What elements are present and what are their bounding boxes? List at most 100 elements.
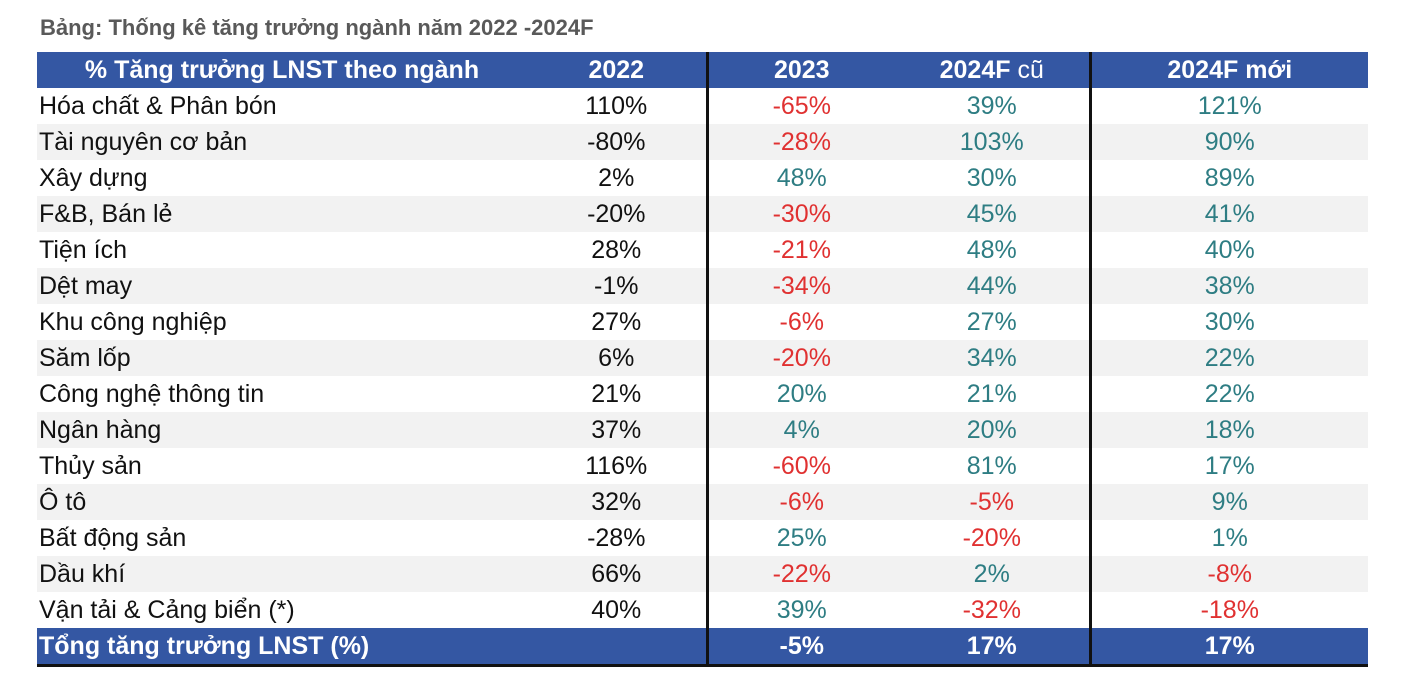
cell-2022: 32% <box>527 484 709 520</box>
cell-sector: Tài nguyên cơ bản <box>37 124 527 160</box>
total-row: Tổng tăng trưởng LNST (%) -5% 17% 17% <box>37 628 1368 667</box>
table-body: Hóa chất & Phân bón 110% -65% 39% 121% Tài ng… <box>37 88 1368 628</box>
total-2022 <box>527 628 709 667</box>
cell-2022: 27% <box>527 304 709 340</box>
cell-2024f-old: 39% <box>895 88 1092 124</box>
cell-2023: 39% <box>776 596 827 624</box>
cell-2024f-old: 48% <box>895 232 1092 268</box>
total-2023: -5% <box>707 628 895 667</box>
cell-2023: 20% <box>776 380 827 408</box>
cell-2022: 116% <box>527 448 709 484</box>
table-row: Tài nguyên cơ bản -80% -28% 103% 90% <box>37 124 1368 160</box>
cell-2023: -28% <box>707 124 895 160</box>
cell-2023: 4% <box>707 412 895 448</box>
header-2024f-new: 2024F mới <box>1090 52 1368 88</box>
table-row: Bất động sản -28% 25% -20% 1% <box>37 520 1368 556</box>
cell-sector: Vận tải & Cảng biển (*) <box>39 596 295 624</box>
cell-2023: -6% <box>707 484 895 520</box>
cell-sector: Hóa chất & Phân bón <box>39 92 277 120</box>
header-sector: % Tăng trưởng LNST theo ngành <box>37 52 527 88</box>
total-2024f-new: 17% <box>1090 628 1368 667</box>
cell-2023: 25% <box>776 524 827 552</box>
table-header-row: % Tăng trưởng LNST theo ngành 2022 2023 … <box>37 52 1368 88</box>
cell-2023: -65% <box>772 92 831 120</box>
cell-sector: Săm lốp <box>37 340 527 376</box>
cell-2024f-old: 34% <box>895 340 1092 376</box>
table-row: Dệt may -1% -34% 44% 38% <box>37 268 1368 304</box>
table-row: Tiện ích 28% -21% 48% 40% <box>37 232 1368 268</box>
table-row: Ngân hàng 37% 4% 20% 18% <box>37 412 1368 448</box>
table-row: Thủy sản 116% -60% 81% 17% <box>37 448 1368 484</box>
cell-2023: -20% <box>707 340 895 376</box>
cell-2024f-old: 27% <box>895 304 1092 340</box>
header-2024f-old-suffix: cũ <box>1010 56 1044 84</box>
cell-2024f-new: -18% <box>1200 596 1259 624</box>
header-2024f-old-label: 2024F <box>939 56 1011 84</box>
cell-2024f-new: 40% <box>1204 236 1255 264</box>
cell-2024f-new: 22% <box>1204 380 1255 408</box>
cell-2022: 28% <box>527 232 709 268</box>
cell-2024f-old: -32% <box>895 592 1092 628</box>
cell-2024f-new: 38% <box>1090 268 1368 304</box>
cell-2024f-new: 18% <box>1090 412 1368 448</box>
cell-2023: -34% <box>707 268 895 304</box>
table-row: Khu công nghiệp 27% -6% 27% 30% <box>37 304 1368 340</box>
cell-sector: Khu công nghiệp <box>39 308 227 336</box>
sector-growth-table: % Tăng trưởng LNST theo ngành 2022 2023 … <box>37 52 1368 667</box>
cell-2024f-old: 20% <box>895 412 1092 448</box>
cell-2022: 40% <box>527 592 709 628</box>
cell-sector: Xây dựng <box>39 164 148 192</box>
cell-2024f-old: -5% <box>895 484 1092 520</box>
cell-2024f-old: 44% <box>895 268 1092 304</box>
table-row: Xây dựng 2% 48% 30% 89% <box>37 160 1368 196</box>
table-row: Vận tải & Cảng biển (*) 40% 39% -32% -18% <box>37 592 1368 628</box>
cell-2024f-new: 121% <box>1197 92 1262 120</box>
total-label: Tổng tăng trưởng LNST (%) <box>37 628 527 667</box>
table-caption: Bảng: Thống kê tăng trưởng ngành năm 202… <box>40 15 594 40</box>
cell-2022: 110% <box>527 88 709 124</box>
cell-2024f-new: 89% <box>1204 164 1255 192</box>
header-2024f-old: 2024F cũ <box>895 52 1092 88</box>
cell-2024f-new: 30% <box>1204 308 1255 336</box>
cell-2022: -1% <box>527 268 709 304</box>
cell-2024f-new: 90% <box>1090 124 1368 160</box>
cell-2024f-old: 2% <box>895 556 1092 592</box>
header-2023: 2023 <box>707 52 895 88</box>
cell-sector: Dệt may <box>37 268 527 304</box>
cell-2023: -6% <box>779 308 824 336</box>
cell-2024f-old: 30% <box>895 160 1092 196</box>
cell-sector: Dầu khí <box>37 556 527 592</box>
cell-2024f-new: 22% <box>1090 340 1368 376</box>
cell-2022: -20% <box>527 196 709 232</box>
cell-sector: Thủy sản <box>39 452 142 480</box>
cell-sector: Ngân hàng <box>37 412 527 448</box>
cell-2024f-old: -20% <box>895 520 1092 556</box>
cell-sector: Công nghệ thông tin <box>39 380 265 408</box>
total-2024f-old: 17% <box>895 628 1092 667</box>
cell-2024f-old: 21% <box>895 376 1092 412</box>
cell-2022: 6% <box>527 340 709 376</box>
cell-2022: -80% <box>527 124 709 160</box>
cell-2022: -28% <box>527 520 709 556</box>
cell-2024f-new: 1% <box>1211 524 1248 552</box>
cell-2022: 21% <box>527 376 709 412</box>
table-row: F&B, Bán lẻ -20% -30% 45% 41% <box>37 196 1368 232</box>
cell-2023: 48% <box>776 164 827 192</box>
table-row: Công nghệ thông tin 21% 20% 21% 22% <box>37 376 1368 412</box>
cell-2023: -22% <box>707 556 895 592</box>
table-row: Hóa chất & Phân bón 110% -65% 39% 121% <box>37 88 1368 124</box>
cell-2024f-old: 45% <box>895 196 1092 232</box>
cell-2024f-new: 17% <box>1204 452 1255 480</box>
cell-2024f-new: 41% <box>1090 196 1368 232</box>
cell-2022: 66% <box>527 556 709 592</box>
cell-2022: 37% <box>527 412 709 448</box>
cell-sector: Bất động sản <box>39 524 187 552</box>
cell-sector: Tiện ích <box>39 236 128 264</box>
table-row: Săm lốp 6% -20% 34% 22% <box>37 340 1368 376</box>
table-row: Dầu khí 66% -22% 2% -8% <box>37 556 1368 592</box>
cell-2024f-old: 103% <box>895 124 1092 160</box>
cell-2022: 2% <box>527 160 709 196</box>
cell-sector: F&B, Bán lẻ <box>37 196 527 232</box>
cell-sector: Ô tô <box>37 484 527 520</box>
cell-2023: -21% <box>772 236 831 264</box>
